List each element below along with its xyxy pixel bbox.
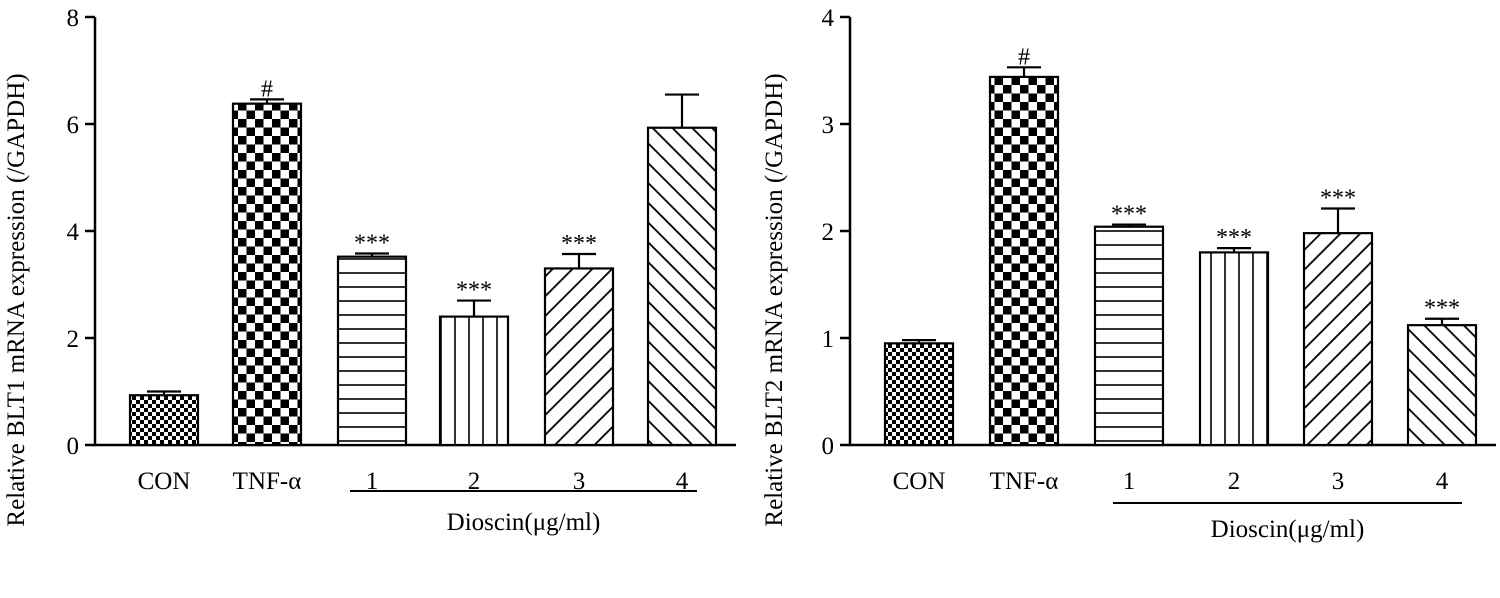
group-label: Dioscin(μg/ml) (1211, 516, 1365, 543)
y-axis-label: Relative BLT1 mRNA expression (/GAPDH) (3, 73, 30, 526)
y-tick-label: 4 (67, 219, 80, 246)
y-tick-label: 3 (822, 112, 835, 139)
significance-marker: *** (456, 278, 492, 304)
y-axis-label: Relative BLT2 mRNA expression (/GAPDH) (761, 73, 788, 526)
significance-marker: *** (1320, 186, 1356, 212)
bar (988, 75, 1060, 447)
bar (128, 394, 200, 447)
group-label: Dioscin(μg/ml) (447, 509, 601, 536)
y-tick-label: 6 (67, 112, 80, 139)
bar (1093, 225, 1165, 447)
category-label: 3 (573, 468, 586, 495)
bar (883, 342, 955, 447)
bar (1302, 232, 1374, 447)
y-tick-label: 2 (822, 219, 835, 246)
bar (438, 315, 510, 447)
category-label: 3 (1332, 468, 1345, 495)
y-tick-label: 0 (67, 433, 80, 460)
blt2-chart-panel: 0 1 2 3 4 Relative BLT2 mRNA expression (/GAP… (761, 5, 1496, 543)
blt1-chart-panel: 0 2 4 6 8 Relative BLT1 mRNA expression (/GAP… (3, 5, 736, 536)
significance-marker: *** (354, 230, 390, 256)
y-tick-label: 2 (67, 326, 80, 353)
significance-marker: *** (1216, 225, 1252, 251)
category-label: TNF-α (990, 468, 1059, 495)
significance-marker: *** (1424, 296, 1460, 322)
y-tick-label: 1 (822, 326, 835, 353)
bar (1406, 324, 1478, 447)
bar (646, 126, 718, 447)
significance-marker: # (1018, 44, 1030, 70)
y-tick-label: 4 (822, 5, 835, 32)
category-label: 1 (1123, 468, 1136, 495)
category-label: 2 (1228, 468, 1241, 495)
category-label: 2 (468, 468, 481, 495)
category-label: 4 (1436, 468, 1449, 495)
y-tick-label: 0 (822, 433, 835, 460)
y-tick-label: 8 (67, 5, 80, 32)
category-label: CON (893, 468, 946, 495)
category-label: 1 (366, 468, 379, 495)
category-label: 4 (676, 468, 689, 495)
category-label: TNF-α (233, 468, 302, 495)
significance-marker: *** (561, 231, 597, 257)
bar (231, 102, 303, 447)
significance-marker: # (261, 76, 273, 102)
bar (1198, 251, 1270, 447)
bar (336, 255, 408, 447)
significance-marker: *** (1111, 202, 1147, 228)
bar (543, 267, 615, 447)
category-label: CON (138, 468, 191, 495)
